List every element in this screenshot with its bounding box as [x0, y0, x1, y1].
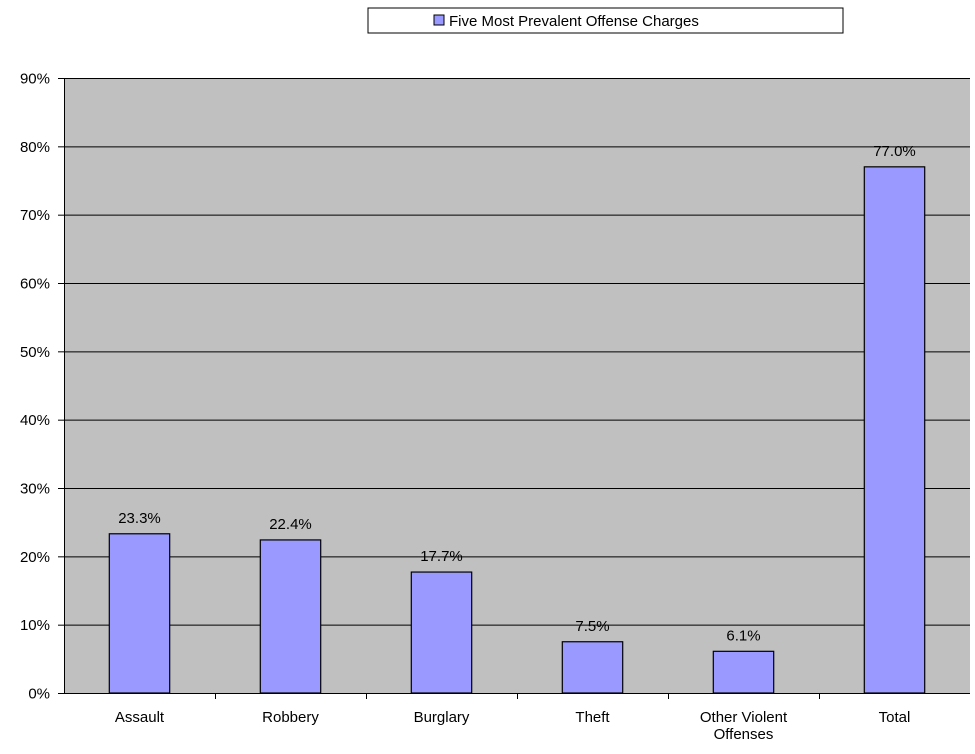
x-tick-label: Burglary: [414, 709, 470, 726]
y-tick-label: 50%: [20, 344, 50, 361]
data-label: 7.5%: [575, 618, 609, 635]
y-tick-label: 60%: [20, 276, 50, 293]
x-tick-label: Robbery: [262, 709, 319, 726]
y-tick-label: 0%: [28, 686, 50, 703]
x-tick-label: Offenses: [714, 726, 774, 743]
y-tick-label: 90%: [20, 71, 50, 88]
bar: [712, 650, 775, 694]
y-tick-label: 30%: [20, 481, 50, 498]
x-tick-label: Other Violent: [700, 709, 788, 726]
y-tick-label: 70%: [20, 207, 50, 224]
bar: [863, 166, 926, 694]
bar: [108, 533, 171, 694]
x-tick-label: Theft: [575, 709, 610, 726]
data-label: 23.3%: [118, 510, 161, 527]
x-tick-label: Total: [879, 709, 911, 726]
gridlines: [64, 78, 970, 626]
legend-swatch: [433, 14, 445, 26]
bar: [410, 571, 473, 694]
legend-label: Five Most Prevalent Offense Charges: [449, 13, 699, 30]
data-label: 22.4%: [269, 516, 312, 533]
bar: [561, 641, 624, 694]
data-label: 17.7%: [420, 548, 463, 565]
y-tick-label: 10%: [20, 617, 50, 634]
bar: [259, 539, 322, 694]
data-labels: 23.3% 22.4% 17.7% 7.5% 6.1% 77.0%: [118, 143, 916, 644]
x-tick-label: Assault: [115, 709, 165, 726]
y-tick-label: 20%: [20, 549, 50, 566]
y-tick-label: 40%: [20, 412, 50, 429]
axes: 0% 10% 20% 30% 40% 50% 60% 70% 80% 90% Assault Robb…: [20, 71, 970, 743]
legend: Five Most Prevalent Offense Charges: [367, 7, 844, 34]
legend-box: [367, 7, 844, 34]
bars: [108, 166, 926, 694]
plot-area: [64, 78, 970, 693]
data-label: 6.1%: [726, 627, 760, 644]
y-tick-label: 80%: [20, 139, 50, 156]
data-label: 77.0%: [873, 143, 916, 160]
